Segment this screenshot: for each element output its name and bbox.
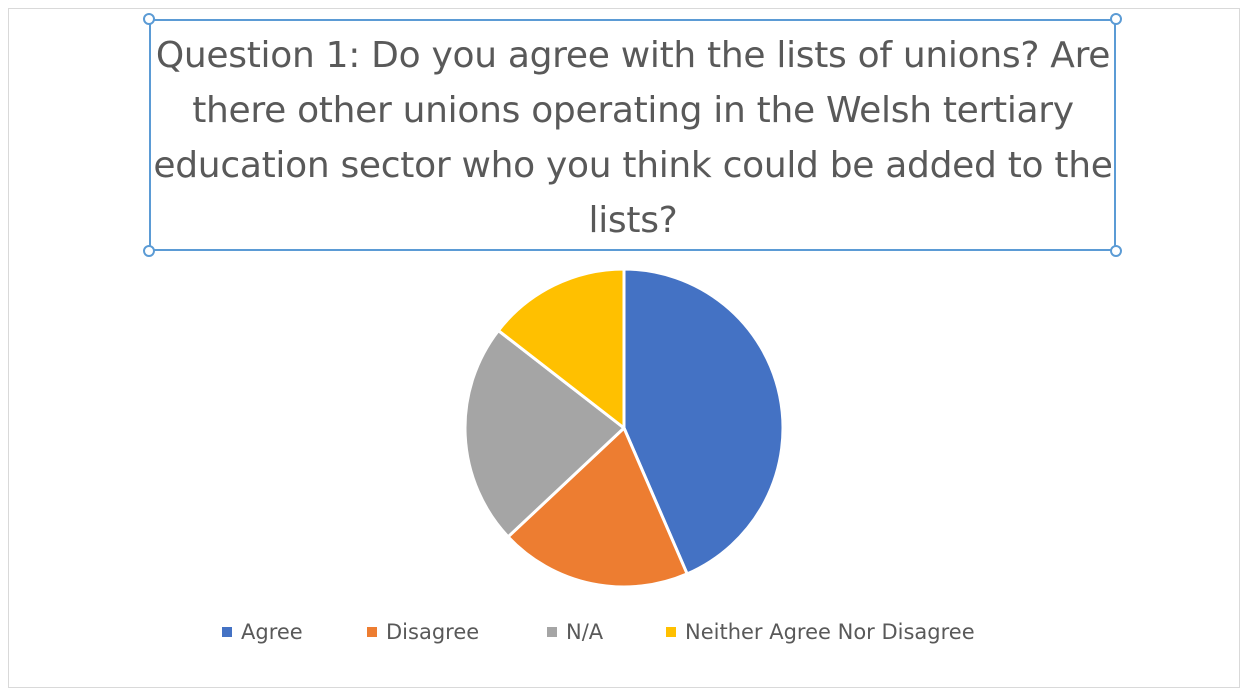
resize-handle-top-right[interactable]: [1110, 13, 1122, 25]
legend-label: Agree: [241, 620, 303, 644]
resize-handle-bottom-left[interactable]: [143, 245, 155, 257]
legend-swatch: [547, 627, 557, 637]
legend-label: N/A: [566, 620, 604, 644]
legend-swatch: [367, 627, 377, 637]
title-selection-box[interactable]: [149, 19, 1116, 251]
chart-title[interactable]: Question 1: Do you agree with the lists …: [153, 35, 1113, 241]
legend-swatch: [666, 627, 676, 637]
legend-swatch: [222, 627, 232, 637]
legend-label: Neither Agree Nor Disagree: [685, 620, 975, 644]
legend-item[interactable]: Neither Agree Nor Disagree: [666, 620, 975, 644]
pie-slice-n-a[interactable]: [463, 329, 626, 539]
pie-slice-disagree[interactable]: [506, 426, 689, 589]
legend-item[interactable]: Agree: [222, 620, 303, 644]
legend: Agree Disagree N/A Neither Agree Nor Disagr…: [222, 620, 975, 644]
chart-area: Question 1: Do you agree with the lists …: [8, 8, 1240, 688]
resize-handle-bottom-right[interactable]: [1110, 245, 1122, 257]
legend-item[interactable]: Disagree: [367, 620, 479, 644]
pie-slice-agree[interactable]: [622, 267, 785, 576]
pie-slice-neither-agree-nor-disagree[interactable]: [496, 267, 626, 430]
pie-chart: Agree Disagree N/A Neither Agree Nor Disagr…: [222, 267, 975, 644]
pie-slices: [463, 267, 785, 589]
resize-handle-top-left[interactable]: [143, 13, 155, 25]
legend-item[interactable]: N/A: [547, 620, 604, 644]
legend-label: Disagree: [386, 620, 479, 644]
